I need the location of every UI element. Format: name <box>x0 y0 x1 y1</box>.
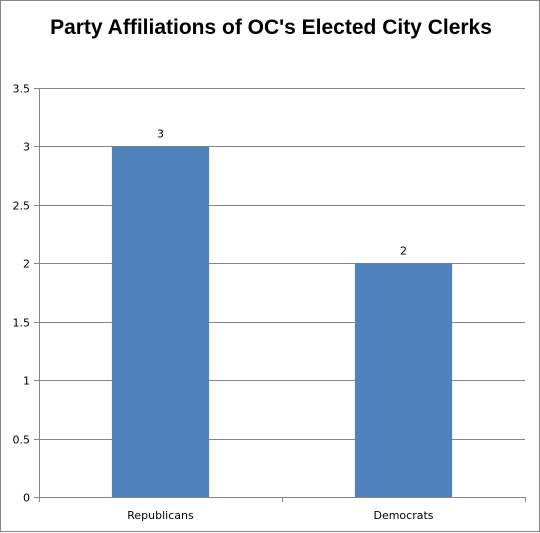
y-tick-label: 0 <box>23 492 30 505</box>
y-tick-label: 1.5 <box>13 317 31 330</box>
bar-democrats <box>354 263 453 497</box>
x-category-label: Republicans <box>127 509 194 522</box>
y-tick-label: 3.5 <box>13 83 31 96</box>
bar-republicans <box>111 146 210 497</box>
chart-title: Party Affiliations of OC's Elected City … <box>50 16 492 39</box>
y-tick-label: 0.5 <box>13 434 31 447</box>
data-label: 2 <box>400 244 407 257</box>
y-tick-label: 1 <box>23 375 30 388</box>
x-category-label: Democrats <box>373 509 433 522</box>
data-label: 3 <box>157 127 164 140</box>
y-tick-label: 2.5 <box>13 200 31 213</box>
y-tick-label: 3 <box>23 141 30 154</box>
y-tick-label: 2 <box>23 258 30 271</box>
